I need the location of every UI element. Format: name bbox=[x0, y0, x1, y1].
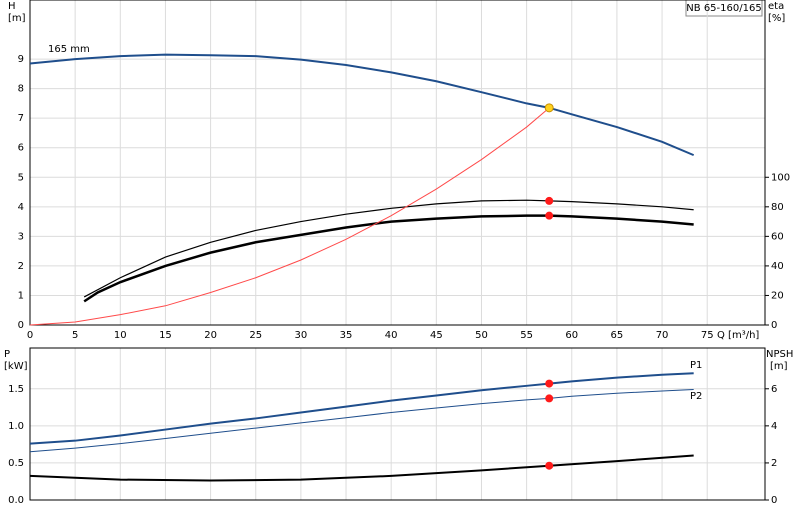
y-axis-label: H bbox=[8, 1, 16, 12]
x-tick-label: 35 bbox=[340, 330, 353, 341]
y-tick-label: 0.0 bbox=[8, 495, 24, 506]
x-tick-label: 45 bbox=[430, 330, 443, 341]
y-tick-label: 0 bbox=[18, 320, 24, 331]
y-tick-label: 1.5 bbox=[8, 384, 24, 395]
y-axis-label: P bbox=[4, 349, 10, 360]
y2-tick-label: 80 bbox=[771, 202, 784, 213]
x-tick-label: 75 bbox=[701, 330, 714, 341]
x-tick-label: 15 bbox=[159, 330, 172, 341]
curve-label: P1 bbox=[690, 360, 702, 371]
y2-axis-label: NPSH bbox=[766, 349, 793, 360]
y-tick-label: 3 bbox=[18, 231, 24, 242]
y-tick-label: 7 bbox=[18, 113, 24, 124]
curve-label: 165 mm bbox=[48, 44, 90, 55]
x-tick-label: 20 bbox=[204, 330, 217, 341]
title-box bbox=[685, 0, 763, 17]
x-tick-label: 25 bbox=[249, 330, 262, 341]
x-tick-label: 10 bbox=[114, 330, 127, 341]
x-tick-label: 55 bbox=[520, 330, 533, 341]
y2-tick-label: 2 bbox=[771, 458, 777, 469]
y-tick-label: 4 bbox=[18, 202, 24, 213]
x-tick-label: 30 bbox=[295, 330, 308, 341]
curve bbox=[29, 53, 695, 157]
x-tick-label: 70 bbox=[656, 330, 669, 341]
operating-point bbox=[545, 379, 554, 388]
y2-tick-label: 20 bbox=[771, 290, 784, 301]
chart-title: NB 65-160/165 bbox=[686, 3, 761, 14]
x-tick-label: 60 bbox=[565, 330, 578, 341]
x-tick-label: 5 bbox=[72, 330, 78, 341]
x-tick-label: 50 bbox=[475, 330, 488, 341]
curve bbox=[83, 199, 694, 298]
y2-axis-label: eta bbox=[768, 1, 784, 12]
y-tick-label: 9 bbox=[18, 54, 24, 65]
curve bbox=[29, 372, 694, 445]
curve-label: P2 bbox=[690, 391, 702, 402]
x-tick-label: 65 bbox=[611, 330, 624, 341]
x-tick-label: 0 bbox=[27, 330, 33, 341]
y2-tick-label: 0 bbox=[771, 495, 777, 506]
x-axis-label: Q [m³/h] bbox=[717, 330, 759, 341]
y-tick-label: 1.0 bbox=[8, 421, 24, 432]
plot-frame bbox=[29, 0, 766, 326]
curve bbox=[29, 454, 694, 482]
y-tick-label: 2 bbox=[18, 261, 24, 272]
y-tick-label: 1 bbox=[18, 290, 24, 301]
y-axis-unit: [kW] bbox=[4, 361, 28, 372]
y-tick-label: 6 bbox=[18, 143, 24, 154]
curve bbox=[29, 389, 694, 453]
y2-axis-unit: [m] bbox=[770, 361, 788, 372]
curve bbox=[29, 107, 550, 326]
y2-tick-label: 6 bbox=[771, 384, 777, 395]
x-tick-label: 40 bbox=[385, 330, 398, 341]
y2-axis-unit: [%] bbox=[768, 13, 785, 24]
y2-tick-label: 60 bbox=[771, 231, 784, 242]
operating-point bbox=[545, 461, 554, 470]
y2-tick-label: 40 bbox=[771, 261, 784, 272]
operating-point bbox=[545, 211, 554, 220]
y-tick-label: 8 bbox=[18, 84, 24, 95]
operating-point bbox=[544, 103, 554, 113]
y2-tick-label: 100 bbox=[771, 172, 790, 183]
y-tick-label: 5 bbox=[18, 172, 24, 183]
curve bbox=[83, 214, 694, 303]
operating-point bbox=[545, 394, 554, 403]
y2-tick-label: 0 bbox=[771, 320, 777, 331]
plot-frame bbox=[29, 347, 766, 501]
y-axis-unit: [m] bbox=[8, 13, 26, 24]
y2-tick-label: 4 bbox=[771, 421, 777, 432]
operating-point bbox=[545, 196, 554, 205]
y-tick-label: 0.5 bbox=[8, 458, 24, 469]
